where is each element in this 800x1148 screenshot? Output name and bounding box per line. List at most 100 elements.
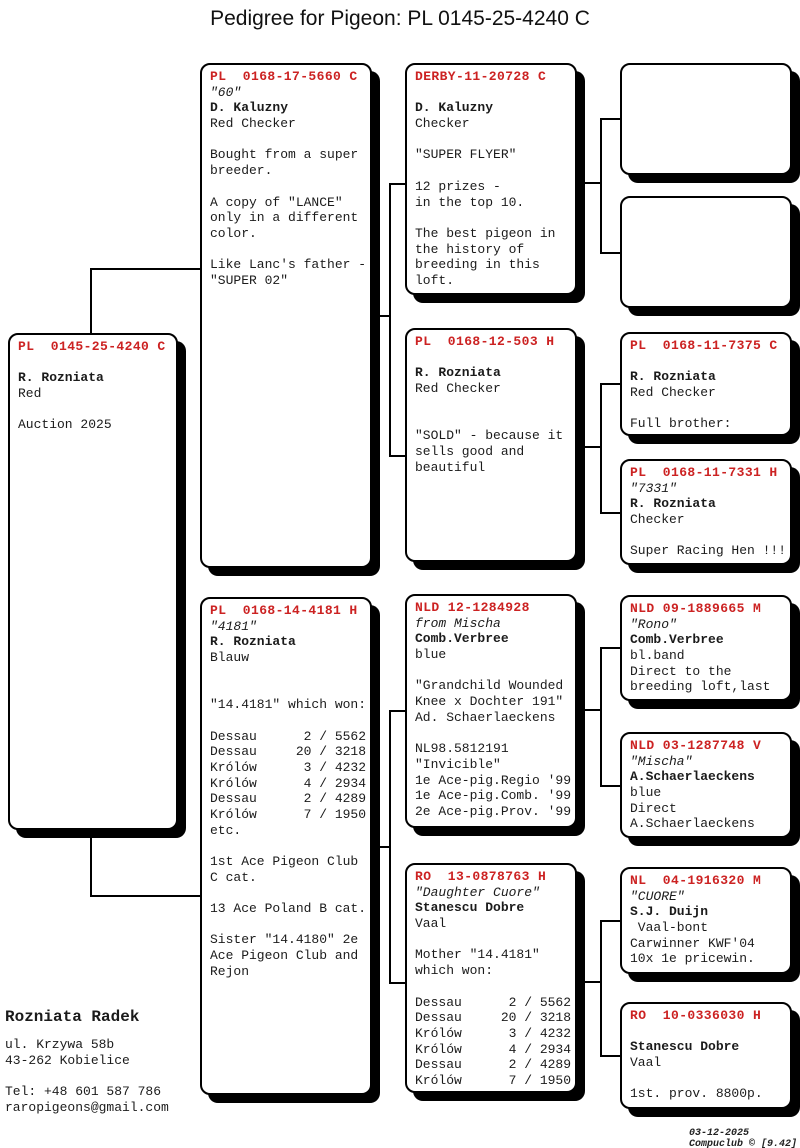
pedigree-line: beautiful — [415, 459, 486, 475]
pedigree-line: A copy of "LANCE" — [210, 194, 343, 210]
pedigree-line: "Grandchild Wounded — [415, 678, 564, 694]
pedigree-box-nld12: NLD 12-1284928 from Mischa Comb.Verbree blu… — [405, 594, 577, 828]
pedigree-line: "7331" — [630, 480, 677, 496]
pedigree-line: D. Kaluzny — [415, 100, 494, 116]
pedigree-line — [415, 350, 570, 366]
pedigree-line: "SOLD" - because it — [415, 428, 564, 444]
pedigree-line: Królów 7 / 1950 — [415, 1072, 572, 1088]
ring-number: RO 13-0878763 H — [415, 869, 547, 884]
pedigree-line: which won: — [415, 963, 494, 979]
pedigree-box-p7375: PL 0168-11-7375 C R. Rozniata Red Checker F… — [620, 332, 792, 436]
pedigree-line: Dessau 2 / 5562 — [415, 994, 572, 1010]
pedigree-line: Królów 7 / 1950 — [210, 806, 367, 822]
pedigree-line: blue — [630, 785, 662, 801]
pedigree-line: Auction 2025 — [18, 417, 112, 433]
pedigree-line: loft. — [415, 272, 455, 288]
pedigree-line: Królów 3 / 4232 — [415, 1025, 572, 1041]
connector-line — [600, 118, 602, 254]
footer: 03-12-2025 Compuclub © [9.42] Rozniata R… — [651, 1117, 797, 1148]
pedigree-line — [630, 354, 785, 370]
pedigree-line — [210, 132, 365, 148]
pedigree-line: R. Rozniata — [18, 370, 104, 386]
footer-app-version: Compuclub © [9.42] — [688, 1139, 797, 1148]
pedigree-line: Checker — [630, 512, 685, 528]
pedigree-line: color. — [210, 225, 257, 241]
pedigree-line: breeding in this — [415, 257, 540, 273]
connector-line — [600, 512, 622, 514]
pedigree-line: The best pigeon in — [415, 225, 556, 241]
pedigree-box-p7331: PL 0168-11-7331 H "7331" R. Rozniata Checke… — [620, 459, 792, 565]
ring-number: NLD 12-1284928 — [415, 600, 530, 615]
connector-line — [577, 182, 602, 184]
pedigree-line — [210, 681, 365, 697]
page-title: Pedigree for Pigeon: PL 0145-25-4240 C — [210, 7, 590, 30]
pedigree-line — [18, 355, 171, 371]
pedigree-line: Comb.Verbree — [415, 631, 509, 647]
pedigree-line: 2e Ace-pig.Prov. '99 — [415, 803, 572, 819]
pedigree-line: Vaal — [630, 1055, 662, 1071]
owner-phone: Tel: +48 601 587 786 — [5, 1084, 162, 1100]
pedigree-line — [415, 932, 570, 948]
pedigree-line: D. Kaluzny — [210, 100, 289, 116]
connector-line — [577, 446, 602, 448]
pedigree-line: Comb.Verbree — [630, 632, 724, 648]
ring-number: PL 0168-12-503 H — [415, 334, 555, 349]
pedigree-line: Królów 4 / 2934 — [210, 775, 367, 791]
ring-number: PL 0168-14-4181 H — [210, 603, 358, 618]
pedigree-line: Direct — [630, 800, 677, 816]
pedigree-line: "Invicible" — [415, 756, 501, 772]
pedigree-box-cuore: NL 04-1916320 M "CUORE" S.J. Duijn Vaal-bo… — [620, 867, 792, 974]
pedigree-line — [415, 132, 570, 148]
pedigree-line — [210, 242, 365, 258]
pedigree-line: Vaal — [415, 916, 447, 932]
connector-line — [90, 268, 202, 270]
pedigree-line: 10x 1e pricewin. — [630, 951, 755, 967]
ring-number: NLD 09-1889665 M — [630, 601, 762, 616]
pedigree-line: Dessau 2 / 4289 — [415, 1057, 572, 1073]
pedigree-line: breeder. — [210, 163, 273, 179]
ring-number: RO 10-0336030 H — [630, 1008, 762, 1023]
pedigree-line: 12 prizes - — [415, 178, 501, 194]
pedigree-line — [210, 713, 365, 729]
connector-line — [600, 118, 622, 120]
pedigree-line: "Daughter Cuore" — [415, 884, 540, 900]
pedigree-line — [630, 528, 785, 544]
pedigree-line: Dessau 20 / 3218 — [210, 744, 367, 760]
pedigree-line: Dessau 2 / 4289 — [210, 791, 367, 807]
connector-line — [600, 785, 622, 787]
connector-line — [600, 1055, 622, 1057]
pedigree-line: breeding loft,last — [630, 679, 771, 695]
pedigree-line: blue — [415, 647, 447, 663]
connector-line — [600, 383, 622, 385]
pedigree-line — [415, 210, 570, 226]
ring-number: DERBY-11-20728 C — [415, 69, 547, 84]
connector-line — [600, 920, 602, 1057]
pedigree-line — [18, 402, 171, 418]
pedigree-line — [630, 401, 785, 417]
pedigree-line — [210, 917, 365, 933]
pedigree-line: 13 Ace Poland B cat. — [210, 901, 367, 917]
pedigree-line — [210, 838, 365, 854]
pedigree-line: in the top 10. — [415, 194, 525, 210]
pedigree-box-p503: PL 0168-12-503 H R. Rozniata Red Checker "S… — [405, 328, 577, 562]
connector-line — [389, 710, 391, 984]
pedigree-line: Mother "14.4181" — [415, 947, 540, 963]
pedigree-line: Dessau 20 / 3218 — [415, 1010, 572, 1026]
pedigree-line: R. Rozniata — [630, 496, 716, 512]
pedigree-line: C cat. — [210, 869, 257, 885]
pedigree-box-ro10: RO 10-0336030 H Stanescu Dobre Vaal 1st. pr… — [620, 1002, 792, 1109]
footer-date: 03-12-2025 — [688, 1128, 749, 1139]
pedigree-line: 1st Ace Pigeon Club — [210, 854, 359, 869]
pedigree-line: "60" — [210, 84, 242, 100]
pedigree-line: "CUORE" — [630, 888, 685, 904]
pedigree-line: from Mischa — [415, 615, 501, 631]
pedigree-line: bl.band — [630, 648, 685, 664]
connector-line — [600, 647, 622, 649]
pedigree-box-mischa: NLD 03-1287748 V "Mischa" A.Schaerlaeckens… — [620, 732, 792, 838]
pedigree-line — [210, 666, 365, 682]
connector-line — [577, 709, 602, 711]
owner-email: raropigeons@gmail.com — [5, 1100, 169, 1116]
pedigree-line: Bought from a super — [210, 147, 359, 163]
connector-line — [389, 183, 407, 185]
pedigree-box-ro13: RO 13-0878763 H "Daughter Cuore" Stanescu … — [405, 863, 577, 1093]
